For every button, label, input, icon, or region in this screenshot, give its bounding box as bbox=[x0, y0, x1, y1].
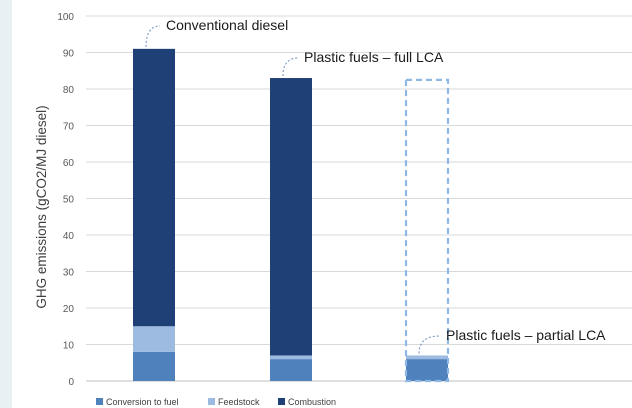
y-tick-label: 50 bbox=[63, 195, 75, 206]
bar-segment bbox=[406, 359, 448, 381]
legend-label: Conversion to fuel bbox=[106, 397, 179, 407]
y-tick-label: 10 bbox=[63, 341, 75, 352]
y-tick-label: 20 bbox=[63, 304, 75, 315]
y-tick-label: 80 bbox=[63, 85, 75, 96]
legend-label: Combustion bbox=[288, 397, 336, 407]
annotation-leader bbox=[418, 335, 441, 354]
y-axis-label: GHG emissions (gCO2/MJ diesel) bbox=[34, 105, 49, 308]
y-tick-label: 0 bbox=[68, 377, 74, 388]
y-tick-label: 40 bbox=[63, 231, 75, 242]
y-tick-label: 100 bbox=[57, 12, 74, 23]
annotation-leader bbox=[282, 57, 299, 77]
y-tick-label: 60 bbox=[63, 158, 75, 169]
legend-swatch bbox=[96, 398, 103, 405]
bar-segment bbox=[270, 78, 312, 356]
bar-segment bbox=[133, 48, 175, 327]
legend-swatch bbox=[278, 398, 285, 405]
annotation-label: Plastic fuels – partial LCA bbox=[446, 327, 606, 343]
bar-segment bbox=[406, 355, 448, 360]
outline-bar bbox=[404, 78, 450, 383]
bar-segment bbox=[133, 326, 175, 352]
annotation-leader bbox=[145, 25, 161, 47]
legend-label: Feedstock bbox=[218, 397, 260, 407]
bar-segment bbox=[270, 355, 312, 360]
legend-swatch bbox=[208, 398, 215, 405]
left-margin-strip bbox=[0, 0, 12, 408]
y-tick-label: 30 bbox=[63, 268, 75, 279]
y-tick-label: 90 bbox=[63, 49, 75, 60]
bar-segment bbox=[133, 351, 175, 381]
annotation-label: Plastic fuels – full LCA bbox=[304, 49, 444, 65]
y-tick-label: 70 bbox=[63, 122, 75, 133]
bar-segment bbox=[270, 359, 312, 381]
annotation-label: Conventional diesel bbox=[166, 17, 288, 33]
